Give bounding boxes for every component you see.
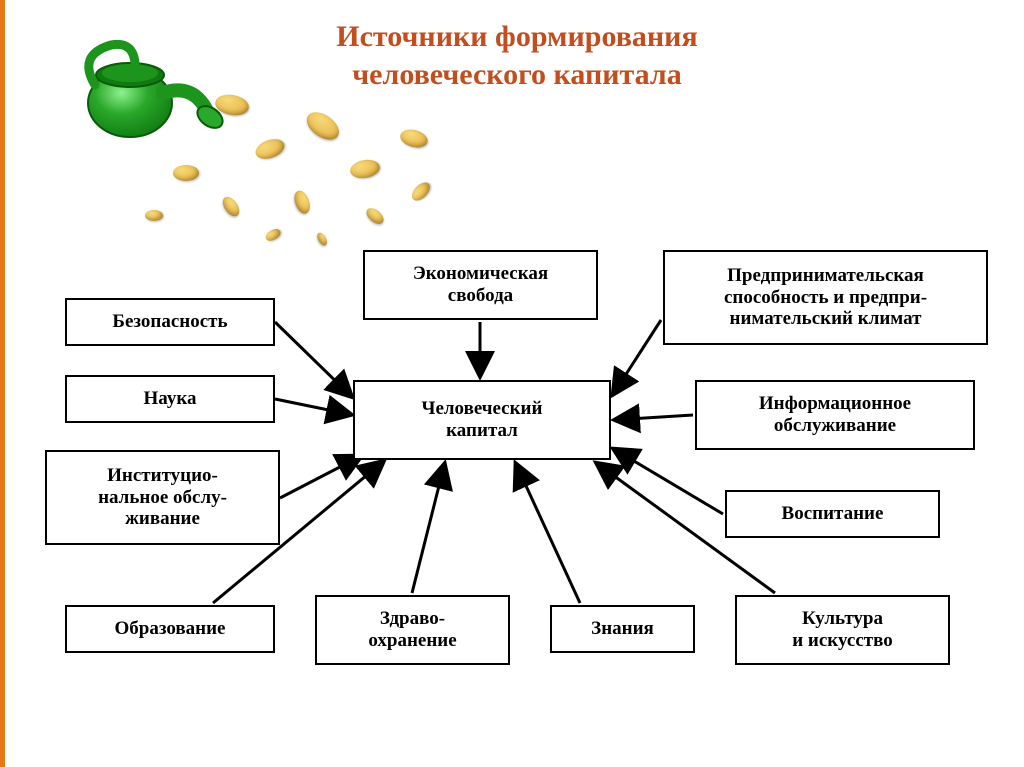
coin-icon bbox=[264, 227, 283, 243]
source-node-info: Информационноеобслуживание bbox=[695, 380, 975, 450]
source-node-knowledge: Знания bbox=[550, 605, 695, 653]
coin-icon bbox=[145, 210, 163, 221]
coin-icon bbox=[173, 165, 199, 181]
coin-icon bbox=[363, 205, 386, 227]
coin-icon bbox=[219, 194, 242, 220]
source-node-science: Наука bbox=[65, 375, 275, 423]
source-node-culture: Культураи искусство bbox=[735, 595, 950, 665]
source-node-upbringing: Воспитание bbox=[725, 490, 940, 538]
coin-icon bbox=[398, 127, 429, 150]
coin-icon bbox=[349, 158, 382, 181]
coin-icon bbox=[302, 107, 344, 145]
source-node-education: Образование bbox=[65, 605, 275, 653]
title-line2: человеческого капитала bbox=[352, 58, 681, 91]
title-line1: Источники формирования bbox=[336, 20, 697, 53]
slide-frame: { "title": { "line1": "Источники формиро… bbox=[0, 0, 1024, 767]
source-node-safety: Безопасность bbox=[65, 298, 275, 346]
center-node: Человеческийкапитал bbox=[353, 380, 611, 460]
coin-icon bbox=[253, 135, 287, 162]
coin-icon bbox=[291, 188, 313, 215]
watering-can-icon bbox=[75, 25, 225, 160]
source-node-health: Здраво-охранение bbox=[315, 595, 510, 665]
source-node-entrepreneur: Предпринимательскаяспособность и предпри… bbox=[663, 250, 988, 345]
source-node-institutional: Институцио-нальное обслу-живание bbox=[45, 450, 280, 545]
coin-icon bbox=[409, 179, 434, 204]
source-node-economic: Экономическаясвобода bbox=[363, 250, 598, 320]
coin-icon bbox=[315, 231, 329, 247]
